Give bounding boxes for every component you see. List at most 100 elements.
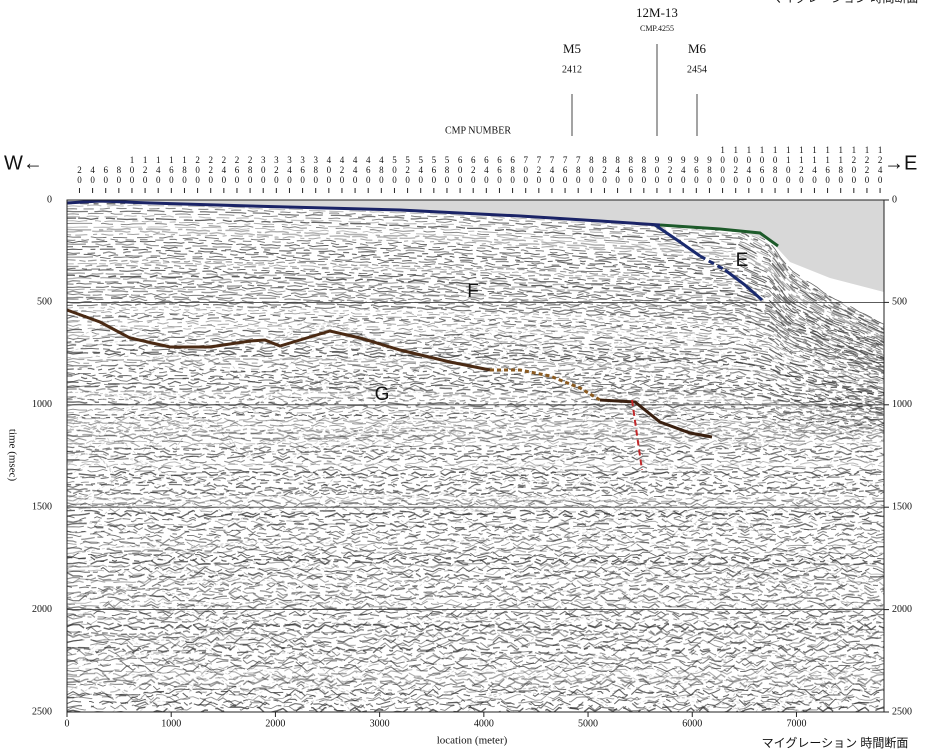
reflector (67, 261, 884, 357)
diffraction (269, 489, 404, 500)
diffraction (80, 482, 203, 513)
reflector (67, 626, 884, 633)
reflector (67, 582, 884, 589)
y2-tick-label: 500 (892, 297, 907, 308)
reflector (67, 517, 884, 524)
diffraction (67, 414, 111, 443)
reflector (67, 551, 884, 557)
diffraction (810, 631, 884, 641)
diffraction (811, 669, 872, 702)
diffraction (242, 680, 369, 704)
diffraction (67, 391, 140, 403)
diffraction (484, 527, 641, 544)
diffraction (453, 548, 535, 569)
reflector (67, 217, 884, 336)
x-tick-label: 5000 (578, 718, 598, 729)
reflector (67, 525, 884, 531)
diffraction (646, 399, 785, 431)
diffraction (94, 504, 156, 526)
reflector (67, 608, 884, 615)
diffraction (124, 639, 219, 656)
diffraction (778, 656, 884, 666)
reflector (67, 398, 884, 419)
diffraction (128, 661, 231, 688)
reflector (67, 502, 884, 508)
reflector (67, 556, 884, 563)
diffraction (810, 486, 861, 501)
diffraction (405, 495, 584, 523)
reflector (67, 693, 884, 701)
reflector (67, 220, 884, 337)
diffraction (439, 497, 607, 512)
diffraction (778, 596, 835, 612)
reflector (67, 613, 884, 620)
diffraction (214, 517, 289, 534)
reflector (67, 336, 884, 391)
diffraction (109, 459, 239, 482)
reflector (67, 652, 884, 660)
diffraction (653, 386, 743, 421)
reflector (67, 579, 884, 586)
diffraction (367, 492, 501, 521)
diffraction (732, 702, 776, 712)
reflector (67, 440, 884, 445)
reflector (67, 533, 884, 539)
diffraction (268, 371, 376, 398)
diffraction (500, 454, 614, 487)
reflector (67, 328, 884, 386)
diffraction (578, 393, 702, 427)
reflector (67, 548, 884, 555)
diffraction (739, 552, 840, 574)
reflector (67, 233, 884, 343)
reflector (67, 403, 884, 423)
diffraction (521, 664, 622, 687)
seismic-texture (67, 203, 884, 712)
diffraction (217, 676, 333, 702)
reflector (67, 654, 884, 662)
reflector (67, 587, 884, 594)
diffraction (515, 330, 694, 355)
reflector (67, 421, 884, 432)
diffraction (744, 508, 855, 533)
reflector (67, 675, 884, 683)
diffraction (87, 414, 200, 438)
diffraction (381, 409, 515, 437)
reflector (67, 426, 884, 434)
reflector (67, 287, 884, 368)
diffraction (147, 578, 321, 590)
horizon-g (66, 308, 491, 372)
reflector (67, 212, 884, 333)
diffraction (392, 615, 510, 643)
diffraction (119, 393, 219, 419)
marker-label: CMP.4255 (640, 24, 674, 33)
diffraction (328, 531, 398, 543)
diffraction (726, 346, 845, 373)
diffraction (701, 701, 776, 711)
reflector (67, 300, 884, 374)
caption: マイグレーション 時間断面 (762, 735, 909, 750)
diffraction (470, 354, 609, 368)
diffraction (772, 622, 866, 633)
reflector (67, 243, 884, 348)
marker-label: 2412 (562, 64, 582, 75)
reflector (67, 204, 884, 329)
x-tick-label: 1000 (161, 718, 181, 729)
reflector (67, 494, 884, 500)
x-tick-label: 0 (65, 718, 70, 729)
diffraction (477, 326, 642, 356)
diffraction (419, 560, 524, 587)
